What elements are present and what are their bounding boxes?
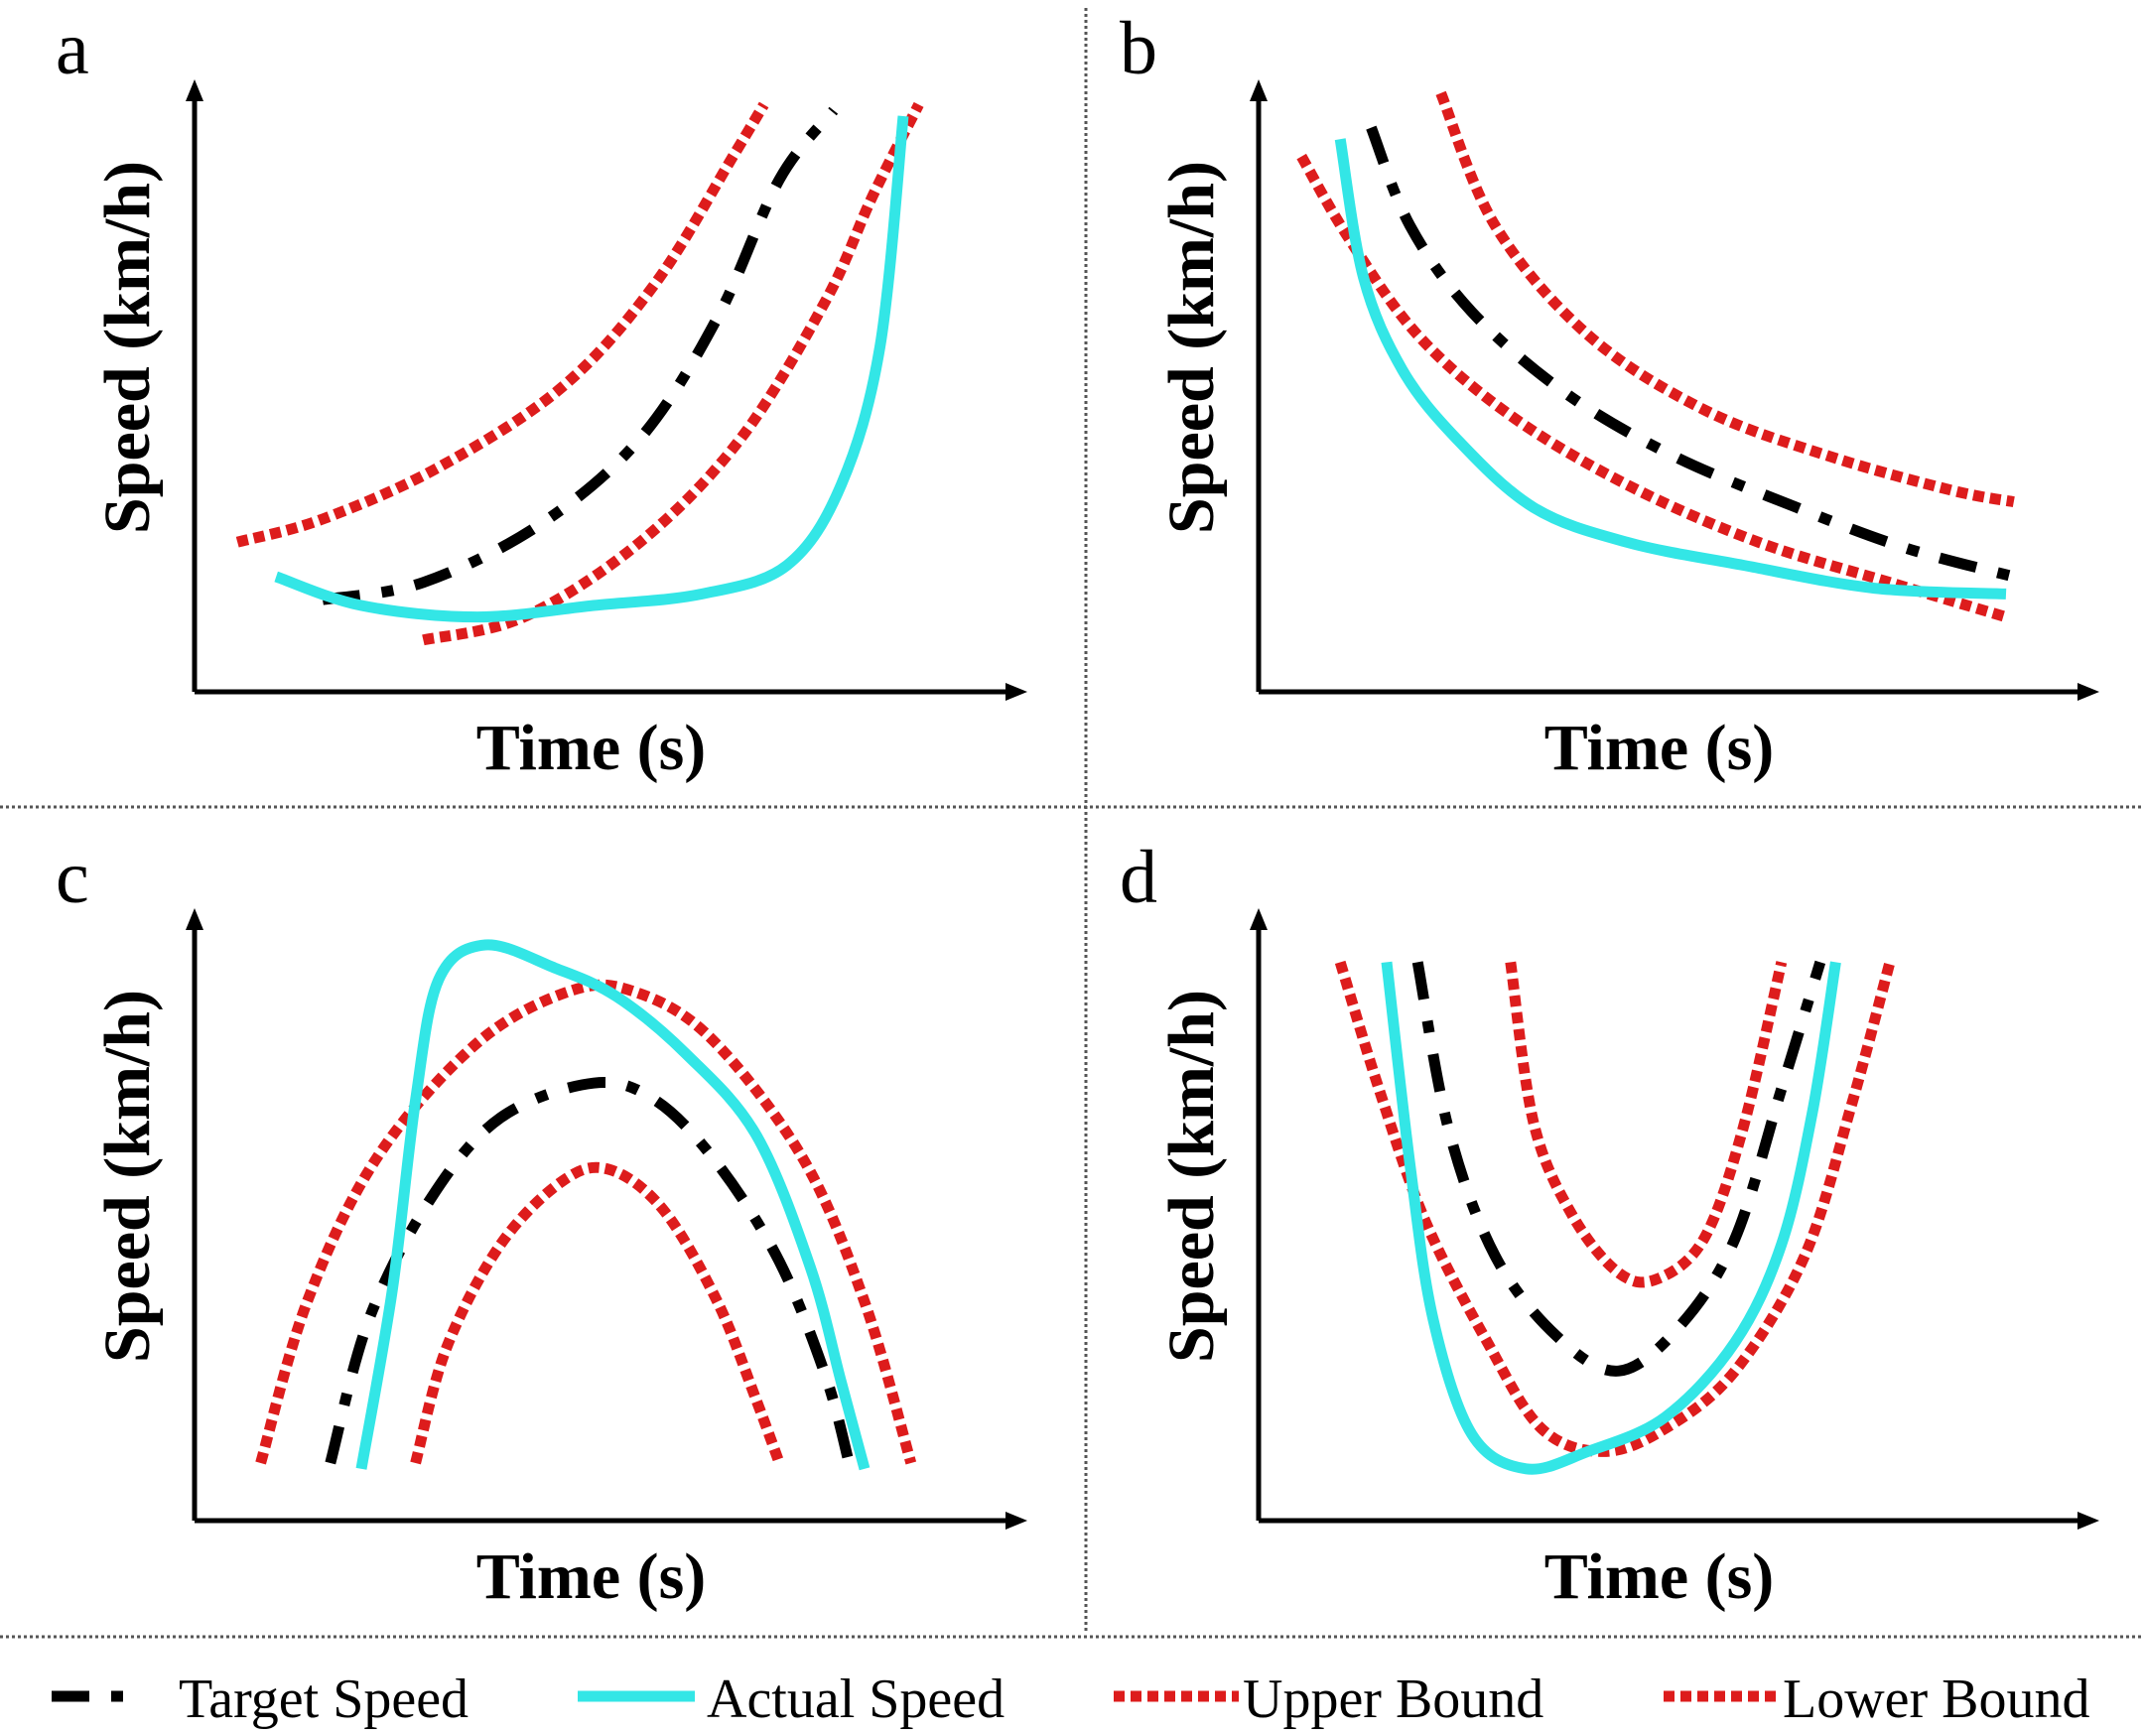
y-axis-label: Speed (km/h): [91, 990, 164, 1363]
y-axis-arrow: [1250, 908, 1268, 930]
series-line-upper-bound: [235, 101, 769, 548]
x-axis-label: Time (s): [476, 712, 707, 784]
x-axis-label: Time (s): [1544, 712, 1775, 784]
legend-item-upper: Upper Bound: [1114, 1669, 1543, 1730]
panel-letter: a: [56, 7, 89, 90]
legend-label-upper: Upper Bound: [1243, 1669, 1543, 1730]
panel-letter: b: [1120, 7, 1157, 90]
series-line-actual-speed: [355, 939, 871, 1471]
series-line-upper-bound: [1505, 961, 1788, 1288]
series-line-target-speed: [1411, 960, 1826, 1377]
panel-a: a Time (s) Speed (km/h): [56, 7, 1027, 784]
y-axis-arrow: [186, 79, 203, 101]
legend-item-lower: Lower Bound: [1664, 1669, 2090, 1730]
panel-c: c Time (s) Speed (km/h): [56, 836, 1027, 1613]
y-axis-label: Speed (km/h): [1155, 161, 1228, 534]
series-line-actual-speed: [1334, 138, 2007, 600]
legend-label-actual: Actual Speed: [707, 1669, 1005, 1730]
legend-item-actual: Actual Speed: [578, 1669, 1005, 1730]
panel-letter: c: [56, 836, 89, 919]
x-axis-label: Time (s): [476, 1540, 707, 1613]
series-line-upper-bound: [255, 979, 917, 1465]
y-axis-label: Speed (km/h): [91, 161, 164, 534]
x-axis-arrow: [2077, 683, 2099, 701]
series-line-lower-bound: [1334, 960, 1896, 1457]
series-line-lower-bound: [410, 1161, 785, 1465]
panel-d: d Time (s) Speed (km/h): [1120, 836, 2099, 1613]
legend: Target Speed Actual Speed Upper Bound Lo…: [52, 1669, 2090, 1730]
series-line-target-speed: [325, 1077, 855, 1465]
series-line-target-speed: [322, 106, 839, 605]
legend-label-lower: Lower Bound: [1783, 1669, 2090, 1730]
panel-letter: d: [1120, 836, 1157, 919]
series-line-actual-speed: [274, 115, 909, 623]
y-axis-label: Speed (km/h): [1155, 990, 1228, 1363]
series-line-upper-bound: [1435, 90, 2015, 508]
y-axis-arrow: [186, 908, 203, 930]
x-axis-arrow: [1005, 1512, 1027, 1530]
legend-item-target: Target Speed: [52, 1669, 469, 1730]
x-axis-arrow: [2077, 1512, 2099, 1530]
series-line-lower-bound: [422, 101, 924, 646]
x-axis-arrow: [1005, 683, 1027, 701]
series-line-target-speed: [1366, 125, 2016, 583]
series-line-actual-speed: [1381, 961, 1841, 1475]
y-axis-arrow: [1250, 79, 1268, 101]
panel-b: b Time (s) Speed (km/h): [1120, 7, 2099, 784]
x-axis-label: Time (s): [1544, 1540, 1775, 1613]
legend-label-target: Target Speed: [179, 1669, 469, 1730]
